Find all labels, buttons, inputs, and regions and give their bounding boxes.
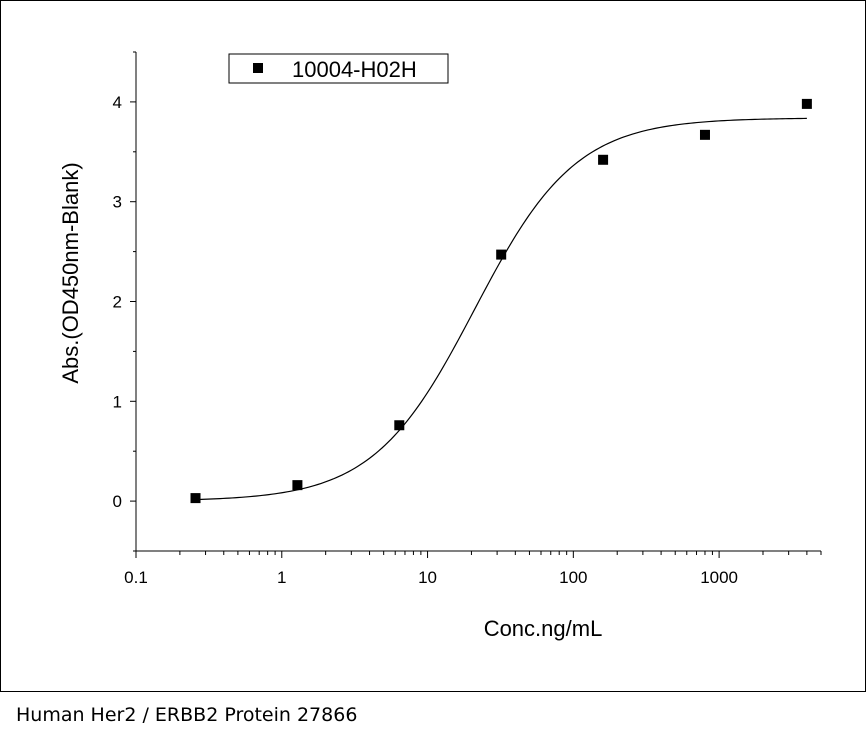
fit-curve bbox=[195, 117, 807, 501]
data-point bbox=[699, 129, 710, 140]
legend-label: 10004-H02H bbox=[292, 57, 417, 82]
y-tick-label: 4 bbox=[113, 93, 122, 112]
figure-caption: Human Her2 / ERBB2 Protein 27866 bbox=[16, 704, 358, 726]
x-tick-label: 1 bbox=[277, 568, 286, 587]
x-tick-label: 100 bbox=[559, 568, 587, 587]
data-point bbox=[292, 480, 303, 491]
data-points bbox=[190, 98, 812, 504]
x-axis-title: Conc.ng/mL bbox=[484, 616, 603, 641]
x-tick-label: 1000 bbox=[700, 568, 738, 587]
data-point bbox=[190, 493, 201, 504]
data-point bbox=[801, 98, 812, 109]
data-point bbox=[598, 154, 609, 165]
y-axis-title: Abs.(OD450nm-Blank) bbox=[58, 162, 83, 383]
legend: 10004-H02H bbox=[228, 53, 449, 84]
legend-marker bbox=[253, 63, 263, 73]
y-tick-label: 0 bbox=[113, 492, 122, 511]
y-tick-label: 3 bbox=[113, 193, 122, 212]
x-tick-label: 10 bbox=[418, 568, 437, 587]
chart-frame bbox=[0, 0, 866, 692]
y-tick-label: 2 bbox=[113, 293, 122, 312]
axes: 0 1 2 3 4 0.1 1 10 100 1000 bbox=[113, 51, 822, 587]
y-tick-label: 1 bbox=[113, 392, 122, 411]
data-point bbox=[496, 249, 507, 260]
legend-box bbox=[228, 53, 449, 84]
chart: 0 1 2 3 4 0.1 1 10 100 1000 10004-H02H Conc.ng/mL… bbox=[58, 51, 822, 641]
data-point bbox=[394, 420, 405, 431]
x-tick-label: 0.1 bbox=[124, 568, 148, 587]
